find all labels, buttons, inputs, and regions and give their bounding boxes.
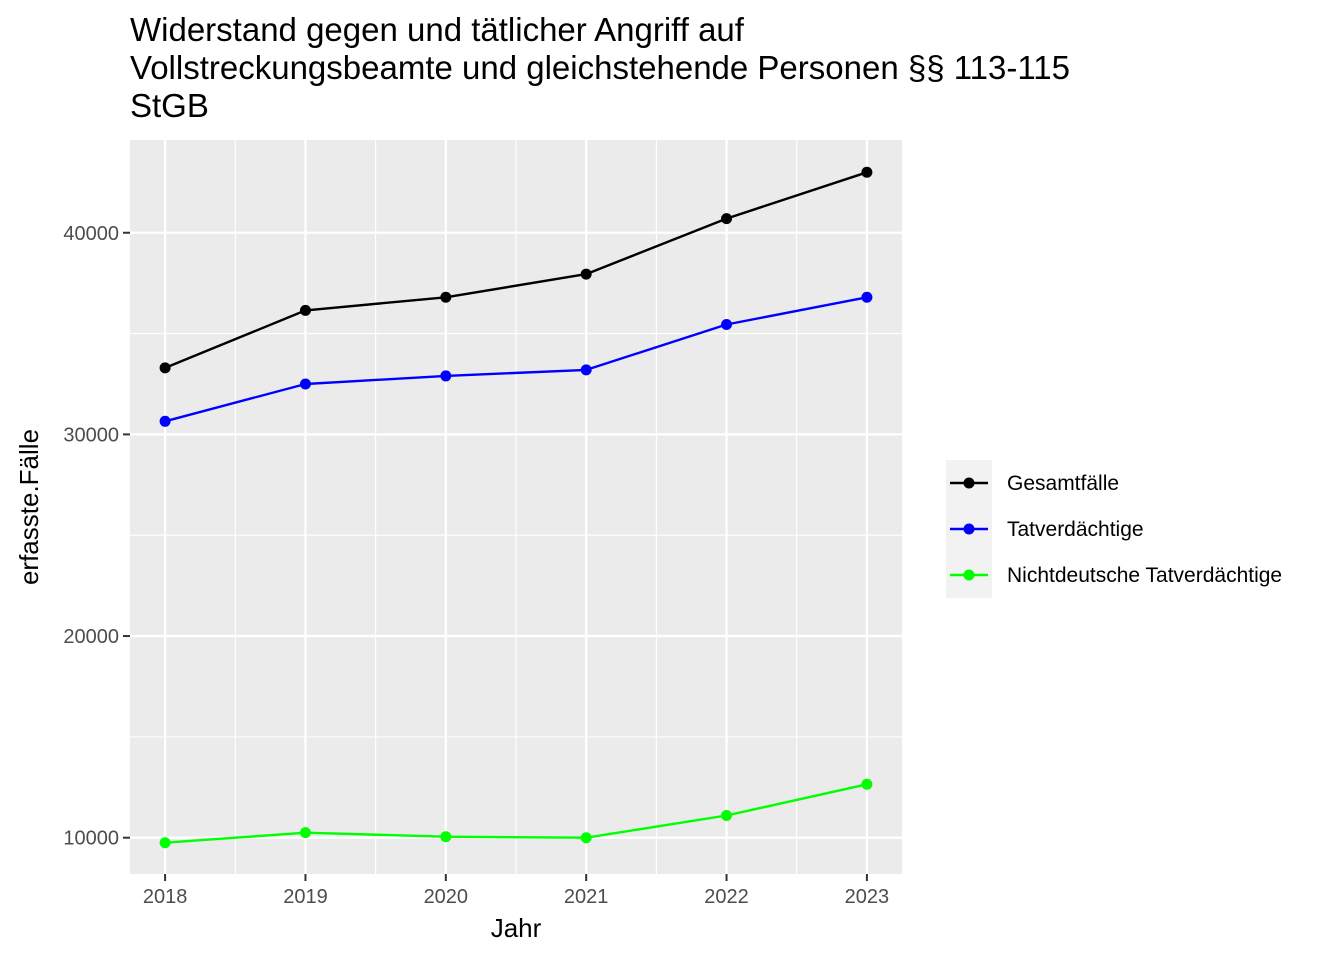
legend-label: Nichtdeutsche Tatverdächtige	[1007, 564, 1282, 587]
legend-key-point	[963, 523, 975, 535]
x-tick-label: 2018	[143, 886, 188, 908]
data-point	[299, 827, 311, 839]
data-point	[299, 378, 311, 390]
x-tick-label: 2023	[845, 886, 890, 908]
y-tick-label: 10000	[63, 828, 119, 850]
x-axis-title: Jahr	[491, 913, 542, 943]
series-line	[165, 783, 868, 844]
grid-minor	[130, 140, 902, 874]
x-tick-label: 2019	[283, 886, 328, 908]
series-line	[164, 296, 868, 423]
series-line	[164, 171, 868, 370]
legend-key-point	[963, 477, 975, 489]
data-point	[440, 831, 452, 843]
legend-label: Gesamtfälle	[1007, 472, 1119, 495]
chart-title: Widerstand gegen und tätlicher Angriff a…	[130, 11, 1070, 124]
axes-layer: 2018 2019 2020 2021 2022 2023 10000 20000 30000 4…	[63, 223, 889, 908]
data-point	[299, 304, 311, 316]
legend-key-point	[963, 569, 975, 581]
data-point	[159, 362, 171, 374]
data-point	[721, 810, 733, 822]
series-layer	[159, 166, 873, 849]
chart-title-line-3: StGB	[130, 87, 209, 124]
x-tick-label: 2020	[424, 886, 469, 908]
data-point	[440, 291, 452, 303]
data-point	[861, 778, 873, 790]
data-point	[580, 268, 592, 280]
y-tick-label: 40000	[63, 223, 119, 245]
data-point	[440, 370, 452, 382]
y-tick-label: 30000	[63, 424, 119, 446]
data-point	[721, 213, 733, 225]
data-point	[159, 415, 171, 427]
x-tick-label: 2021	[564, 886, 609, 908]
chart-title-line-2: Vollstreckungsbeamte und gleichstehende …	[130, 49, 1070, 86]
y-axis-title: erfasste.Fälle	[14, 429, 44, 585]
chart-title-line-1: Widerstand gegen und tätlicher Angriff a…	[130, 11, 745, 48]
data-point	[861, 291, 873, 303]
data-point	[580, 832, 592, 844]
y-tick-label: 20000	[63, 626, 119, 648]
legend-label: Tatverdächtige	[1007, 518, 1144, 541]
data-point	[861, 166, 873, 178]
data-point	[159, 837, 171, 849]
data-point	[580, 364, 592, 376]
data-point	[721, 319, 733, 331]
legend: Gesamtfälle Tatverdächtige Nichtdeutsche T…	[946, 460, 1282, 598]
x-tick-label: 2022	[704, 886, 749, 908]
